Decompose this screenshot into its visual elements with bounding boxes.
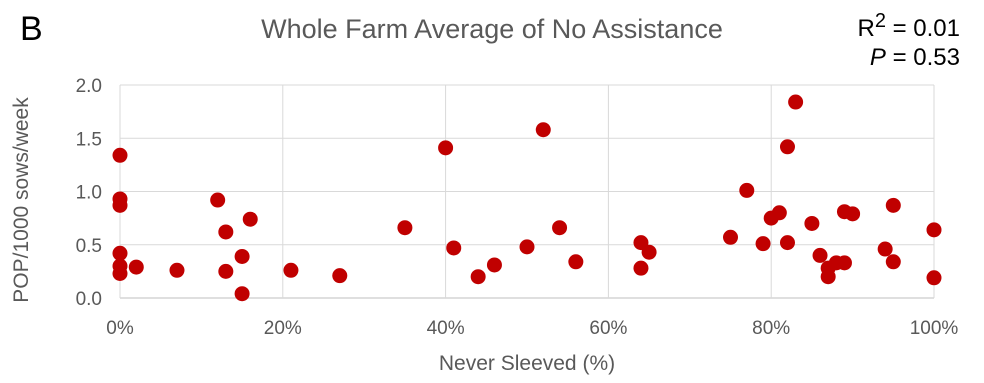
data-point (779, 235, 795, 251)
data-point (804, 215, 820, 231)
data-point (169, 262, 185, 278)
data-point (779, 139, 795, 155)
x-tick-label: 100% (910, 318, 959, 339)
data-point (438, 140, 454, 156)
data-point (242, 211, 258, 227)
y-tick-label: 0.5 (76, 236, 102, 257)
y-tick-label: 0.0 (76, 289, 102, 310)
panel-letter: B (20, 10, 43, 48)
data-point (641, 244, 657, 260)
data-point (836, 255, 852, 271)
data-point (397, 220, 413, 236)
data-point (218, 224, 234, 240)
y-tick-label: 1.0 (76, 183, 102, 204)
data-point (283, 262, 299, 278)
x-axis-label: Never Sleeved (%) (438, 352, 616, 375)
data-point (885, 197, 901, 213)
data-point (723, 229, 738, 245)
r-squared-label: R (857, 15, 875, 42)
data-point (446, 240, 462, 256)
chart-title: Whole Farm Average of No Assistance (261, 14, 723, 44)
data-point (755, 236, 771, 252)
data-point (926, 222, 942, 238)
data-point (332, 268, 348, 284)
r-squared-stat: R2 = 0.01 (857, 10, 960, 43)
data-point (771, 205, 787, 221)
data-point (877, 241, 893, 257)
data-point (210, 192, 226, 208)
data-point (739, 182, 755, 198)
x-tick-label: 0% (106, 318, 134, 339)
tick-labels: 0.0 0.5 1.0 1.5 2.0 0% 20% 40% 60% 80% 100% (76, 76, 959, 339)
y-tick-label: 1.5 (76, 129, 102, 150)
data-point (926, 270, 942, 286)
x-tick-label: 40% (427, 318, 465, 339)
data-point (234, 286, 250, 302)
data-point (812, 247, 828, 263)
x-tick-label: 80% (752, 318, 790, 339)
data-point (633, 260, 649, 276)
x-tick-label: 20% (264, 318, 302, 339)
data-point (128, 259, 144, 275)
data-point (845, 206, 861, 222)
p-value-label: P (869, 44, 886, 71)
data-points (112, 94, 942, 302)
data-point (788, 94, 804, 110)
p-value-stat: P = 0.53 (870, 44, 960, 72)
data-point (218, 263, 234, 279)
data-point (112, 147, 128, 163)
data-point (112, 266, 128, 282)
grid-lines (119, 84, 935, 299)
data-point (112, 197, 128, 213)
data-point (885, 254, 901, 270)
r-squared-superscript: 2 (874, 10, 886, 32)
data-point (470, 269, 486, 285)
data-point (519, 239, 535, 255)
data-point (568, 254, 584, 270)
data-point (234, 248, 250, 264)
y-tick-label: 2.0 (76, 76, 102, 97)
r-squared-value: = 0.01 (885, 15, 960, 42)
data-point (112, 245, 128, 261)
data-point (820, 269, 836, 285)
x-tick-label: 60% (589, 318, 627, 339)
p-value-value: = 0.53 (885, 44, 960, 71)
data-point (486, 257, 502, 273)
data-point (535, 122, 551, 138)
data-point (552, 220, 568, 236)
